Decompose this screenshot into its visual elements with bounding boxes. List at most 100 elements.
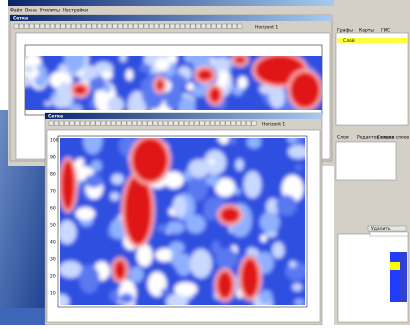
tool-button[interactable] bbox=[189, 121, 193, 125]
tool-button[interactable] bbox=[30, 24, 34, 28]
tool-button[interactable] bbox=[96, 121, 100, 125]
tool-button[interactable] bbox=[35, 24, 39, 28]
tool-button[interactable] bbox=[40, 24, 44, 28]
heat-blob bbox=[215, 248, 237, 269]
tool-button[interactable] bbox=[113, 24, 117, 28]
tool-button[interactable] bbox=[226, 121, 230, 125]
tool-button[interactable] bbox=[212, 24, 216, 28]
tool-button[interactable] bbox=[231, 121, 235, 125]
heat-blob bbox=[209, 87, 221, 103]
menu-item[interactable]: Настройки bbox=[63, 7, 88, 14]
menu-item[interactable]: Файл bbox=[10, 7, 23, 14]
heat-blob bbox=[155, 58, 170, 71]
tool-button[interactable] bbox=[71, 24, 75, 28]
tab[interactable]: Сводка слоев bbox=[377, 135, 409, 141]
tool-button[interactable] bbox=[247, 121, 251, 125]
tool-button[interactable] bbox=[148, 121, 152, 125]
tab[interactable]: Слои bbox=[337, 135, 349, 141]
layer-row-label[interactable]: Слой bbox=[343, 37, 355, 44]
tool-button[interactable] bbox=[149, 24, 153, 28]
tool-button[interactable] bbox=[165, 24, 169, 28]
tool-button[interactable] bbox=[85, 121, 89, 125]
tool-button[interactable] bbox=[128, 24, 132, 28]
tool-button[interactable] bbox=[87, 24, 91, 28]
tool-button[interactable] bbox=[117, 121, 121, 125]
tab[interactable]: Графы bbox=[337, 28, 353, 34]
tool-button[interactable] bbox=[252, 121, 256, 125]
tool-button[interactable] bbox=[158, 121, 162, 125]
tool-button[interactable] bbox=[82, 24, 86, 28]
tool-button[interactable] bbox=[132, 121, 136, 125]
tool-button[interactable] bbox=[184, 121, 188, 125]
tick-label: 50 bbox=[50, 223, 56, 229]
tool-button[interactable] bbox=[75, 121, 79, 125]
tool-button[interactable] bbox=[174, 121, 178, 125]
tool-button[interactable] bbox=[76, 24, 80, 28]
tool-button[interactable] bbox=[97, 24, 101, 28]
heat-blob bbox=[166, 221, 184, 234]
tool-button[interactable] bbox=[217, 24, 221, 28]
tool-button[interactable] bbox=[169, 121, 173, 125]
tool-button[interactable] bbox=[232, 24, 236, 28]
tool-button[interactable] bbox=[241, 121, 245, 125]
tool-button[interactable] bbox=[227, 24, 231, 28]
tool-button[interactable] bbox=[200, 121, 204, 125]
tool-button[interactable] bbox=[160, 24, 164, 28]
tool-button[interactable] bbox=[170, 24, 174, 28]
tab[interactable]: ГИС bbox=[381, 28, 390, 34]
tool-button[interactable] bbox=[163, 121, 167, 125]
tool-button[interactable] bbox=[66, 24, 70, 28]
tool-button[interactable] bbox=[56, 24, 60, 28]
tool-button[interactable] bbox=[65, 121, 69, 125]
tool-button[interactable] bbox=[111, 121, 115, 125]
tool-button[interactable] bbox=[91, 121, 95, 125]
tool-button[interactable] bbox=[92, 24, 96, 28]
tab[interactable]: Карты bbox=[359, 28, 374, 34]
delete-button-label[interactable]: Удалить bbox=[371, 226, 391, 232]
tool-button[interactable] bbox=[238, 24, 242, 28]
tool-button[interactable] bbox=[59, 121, 63, 125]
tool-button[interactable] bbox=[196, 24, 200, 28]
tool-button[interactable] bbox=[191, 24, 195, 28]
tool-button[interactable] bbox=[144, 24, 148, 28]
tool-button[interactable] bbox=[122, 121, 126, 125]
tool-button[interactable] bbox=[24, 24, 28, 28]
tool-button[interactable] bbox=[127, 121, 131, 125]
tool-button[interactable] bbox=[61, 24, 65, 28]
tool-button[interactable] bbox=[14, 24, 18, 28]
tool-button[interactable] bbox=[45, 24, 49, 28]
tool-button[interactable] bbox=[106, 121, 110, 125]
tool-button[interactable] bbox=[205, 121, 209, 125]
tool-button[interactable] bbox=[54, 121, 58, 125]
menu-item[interactable]: Утилиты bbox=[40, 8, 61, 14]
tool-button[interactable] bbox=[154, 24, 158, 28]
tool-button[interactable] bbox=[180, 24, 184, 28]
tool-button[interactable] bbox=[49, 121, 53, 125]
tool-button[interactable] bbox=[201, 24, 205, 28]
tool-button[interactable] bbox=[50, 24, 54, 28]
tool-button[interactable] bbox=[137, 121, 141, 125]
tool-button[interactable] bbox=[19, 24, 23, 28]
tool-button[interactable] bbox=[175, 24, 179, 28]
tool-button[interactable] bbox=[102, 24, 106, 28]
tool-button[interactable] bbox=[186, 24, 190, 28]
menu-item[interactable]: Окна bbox=[25, 8, 37, 14]
tool-button[interactable] bbox=[123, 24, 127, 28]
tool-button[interactable] bbox=[134, 24, 138, 28]
tool-button[interactable] bbox=[210, 121, 214, 125]
tool-button[interactable] bbox=[139, 24, 143, 28]
tool-button[interactable] bbox=[118, 24, 122, 28]
tool-button[interactable] bbox=[143, 121, 147, 125]
tool-button[interactable] bbox=[108, 24, 112, 28]
tool-button[interactable] bbox=[179, 121, 183, 125]
tool-button[interactable] bbox=[215, 121, 219, 125]
tool-button[interactable] bbox=[195, 121, 199, 125]
tool-button[interactable] bbox=[80, 121, 84, 125]
tool-button[interactable] bbox=[153, 121, 157, 125]
tool-button[interactable] bbox=[236, 121, 240, 125]
tool-button[interactable] bbox=[222, 24, 226, 28]
tool-button[interactable] bbox=[206, 24, 210, 28]
tool-button[interactable] bbox=[70, 121, 74, 125]
tool-button[interactable] bbox=[101, 121, 105, 125]
tool-button[interactable] bbox=[221, 121, 225, 125]
